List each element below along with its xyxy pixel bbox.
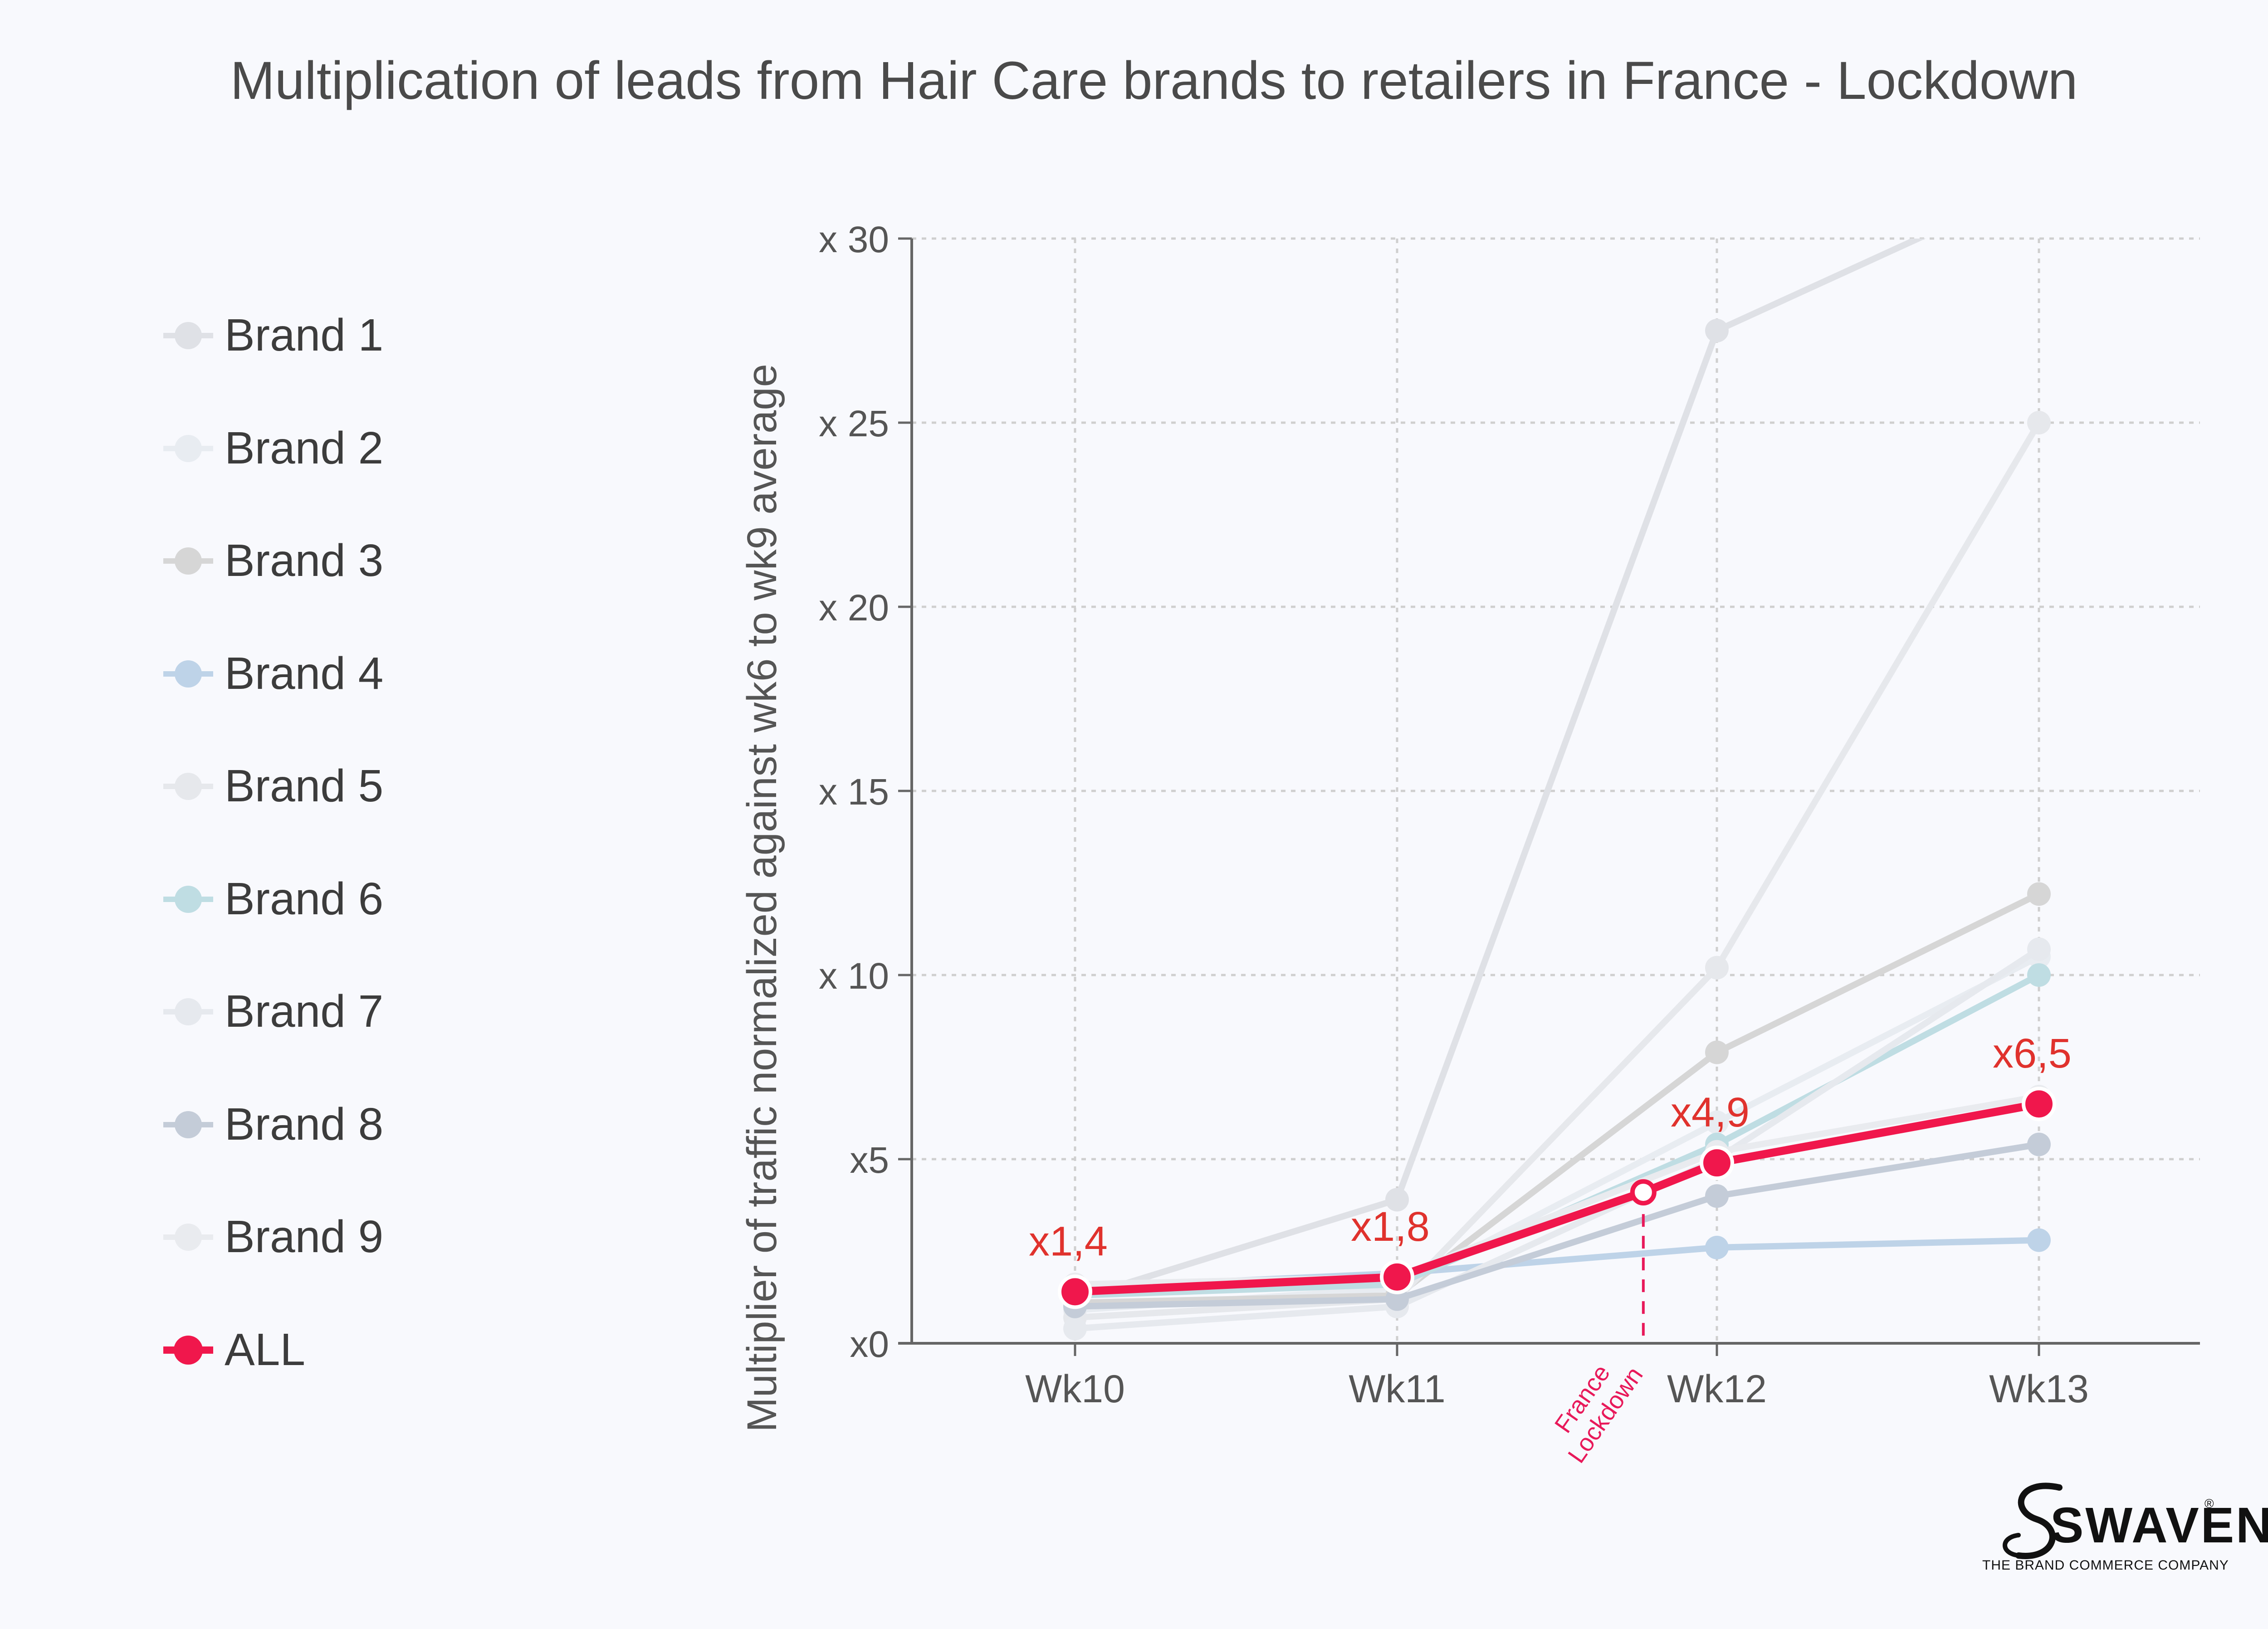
legend-swatch (163, 998, 213, 1025)
series-point (1705, 319, 1729, 342)
series-line (1072, 891, 2042, 1306)
legend-item[interactable]: Brand 5 (163, 759, 526, 814)
series-point (2027, 1132, 2051, 1156)
series-point (2027, 171, 2051, 195)
series-point (1705, 1184, 1729, 1208)
series-point (1705, 1040, 1729, 1064)
legend-label: Brand 5 (225, 761, 384, 811)
series-point (1705, 956, 1729, 980)
series-line (1072, 1141, 2042, 1310)
legend-item[interactable]: Brand 7 (163, 985, 526, 1039)
series-group (1063, 171, 2051, 1341)
y-tick-label: x 20 (819, 587, 889, 629)
legend-item[interactable]: Brand 4 (163, 647, 526, 701)
legend-label: Brand 3 (225, 535, 384, 586)
y-tick-label: x 25 (819, 403, 889, 444)
series-point (2027, 963, 2051, 987)
legend-swatch (163, 322, 213, 349)
legend-swatch-dot (175, 773, 202, 800)
legend-swatch-dot (175, 434, 202, 462)
legend-swatch-dot (175, 998, 202, 1025)
legend-swatch-dot (175, 322, 202, 349)
y-tick-label: x5 (850, 1140, 889, 1181)
series-point (2027, 882, 2051, 906)
legend-label: Brand 6 (225, 873, 384, 924)
legend-swatch (163, 885, 213, 913)
legend-item[interactable]: Brand 2 (163, 421, 526, 476)
series-point (2027, 411, 2051, 434)
legend-item[interactable]: Brand 9 (163, 1210, 526, 1264)
x-tick-label: Wk10 (1025, 1367, 1125, 1411)
legend-swatch (163, 1224, 213, 1251)
legend-label: ALL (225, 1324, 305, 1375)
all-series-point (2022, 1087, 2056, 1122)
legend-item[interactable]: ALL (163, 1323, 526, 1377)
legend-item[interactable]: Brand 8 (163, 1097, 526, 1152)
legend-item[interactable]: Brand 1 (163, 308, 526, 363)
swaven-logo: SWAVEN ® THE BRAND COMMERCE COMPANY (1978, 1469, 2268, 1583)
all-series-point (1700, 1146, 1734, 1180)
legend-swatch-dot (174, 1335, 203, 1365)
legend-swatch-dot (175, 547, 202, 575)
legend-label: Brand 9 (225, 1211, 384, 1262)
data-label: x1,4 (1029, 1218, 1108, 1264)
all-series-point (1058, 1274, 1092, 1309)
logo-tagline: THE BRAND COMMERCE COMPANY (1982, 1558, 2229, 1573)
swaven-s-mark-icon (2003, 1483, 2063, 1559)
series-line (1072, 946, 2042, 1332)
x-tick-label: Wk13 (1989, 1367, 2089, 1411)
legend-swatch-dot (175, 660, 202, 688)
legend-item[interactable]: Brand 6 (163, 872, 526, 927)
series-point (2027, 1228, 2051, 1252)
legend-label: Brand 1 (225, 310, 384, 361)
chart-title: Multiplication of leads from Hair Care b… (230, 51, 2078, 111)
legend-swatch (163, 1111, 213, 1138)
legend-swatch (163, 434, 213, 462)
legend-swatch (163, 547, 213, 575)
y-tick-label: x 10 (819, 956, 889, 997)
x-tick-label: Wk12 (1667, 1367, 1767, 1411)
legend-label: Brand 4 (225, 648, 384, 699)
y-tick-label: x 15 (819, 771, 889, 813)
data-label: x6,5 (1993, 1030, 2072, 1077)
legend-swatch (163, 1335, 213, 1365)
series-point (2027, 937, 2051, 961)
series-point (1705, 1235, 1729, 1259)
series-point (1705, 1110, 1729, 1134)
legend-swatch (163, 773, 213, 800)
lockdown-label: FranceLockdown (1540, 1346, 1648, 1468)
x-tick-label: Wk11 (1349, 1367, 1445, 1411)
legend-label: Brand 7 (225, 986, 384, 1037)
legend-item[interactable]: Brand 3 (163, 534, 526, 588)
lockdown-point (1630, 1179, 1657, 1206)
legend-swatch (163, 660, 213, 688)
series-point (1385, 1287, 1409, 1311)
legend-swatch-dot (175, 885, 202, 913)
all-series-point (1380, 1259, 1414, 1294)
logo-registered-mark: ® (2204, 1497, 2214, 1511)
legend-swatch-dot (175, 1111, 202, 1138)
series-point (1385, 1188, 1409, 1212)
series-point (1063, 1317, 1087, 1341)
y-tick-label: x0 (850, 1324, 889, 1365)
logo-wordmark: SWAVEN (2050, 1497, 2268, 1553)
y-tick-label: x 30 (819, 219, 889, 260)
data-label: x1,8 (1351, 1204, 1430, 1250)
series-line (1072, 419, 2042, 1321)
legend-label: Brand 2 (225, 422, 384, 473)
data-label: x4,9 (1671, 1089, 1750, 1136)
series-line (1072, 239, 1926, 1302)
legend-swatch-dot (175, 1224, 202, 1251)
legend-label: Brand 8 (225, 1098, 384, 1150)
